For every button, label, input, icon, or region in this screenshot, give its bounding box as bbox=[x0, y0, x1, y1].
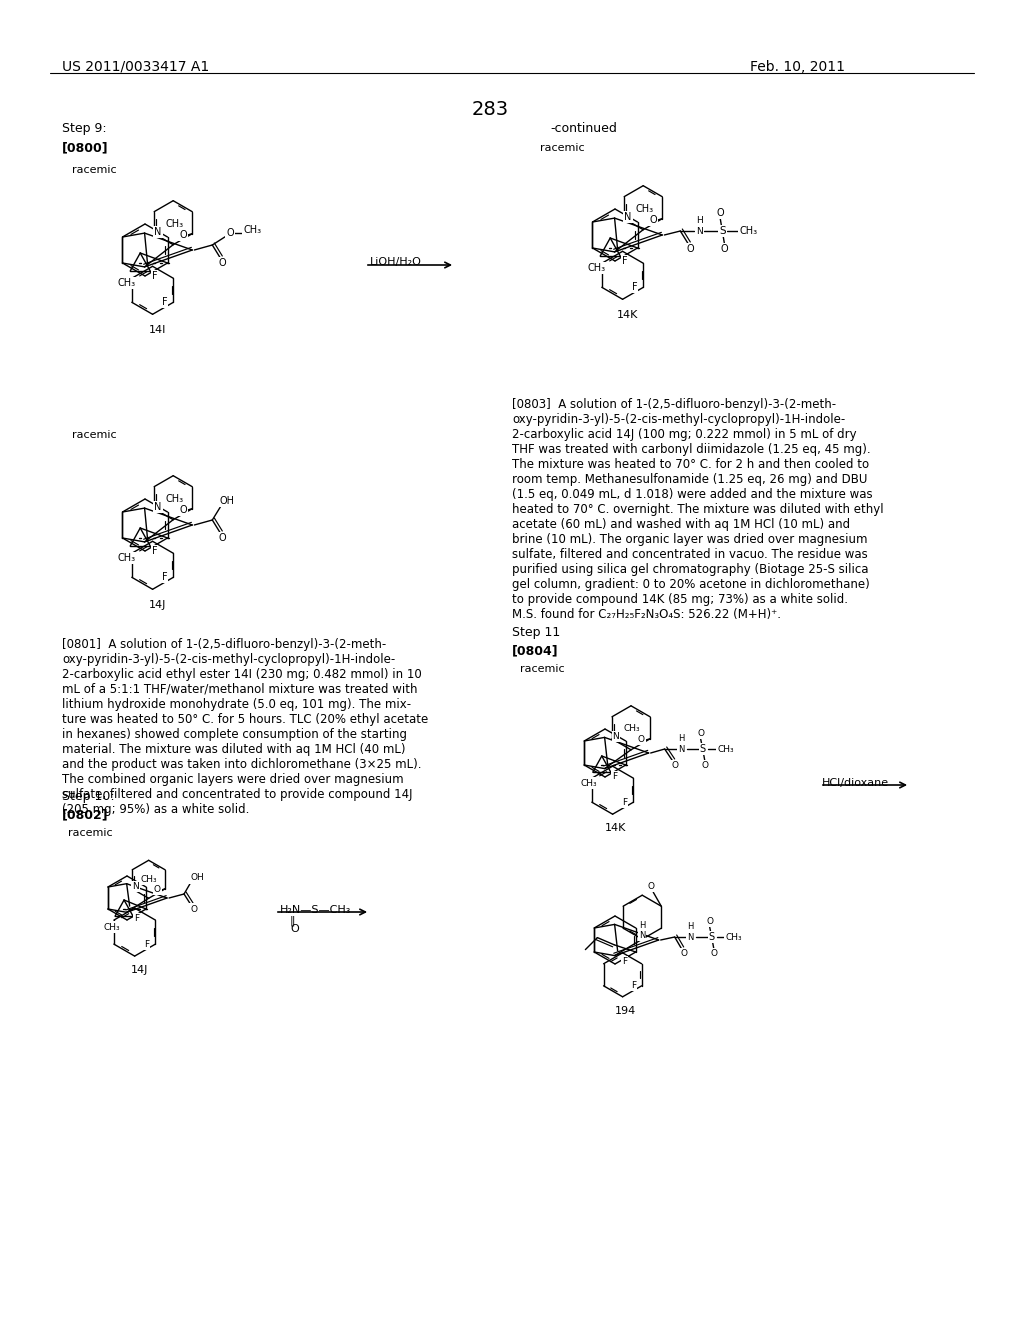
Text: CH₃: CH₃ bbox=[624, 725, 640, 734]
Text: F: F bbox=[612, 772, 617, 780]
Text: 14J: 14J bbox=[148, 601, 166, 610]
Text: F: F bbox=[162, 297, 167, 308]
Text: F: F bbox=[152, 546, 158, 556]
Text: F: F bbox=[622, 957, 627, 966]
Text: ‖: ‖ bbox=[290, 916, 296, 927]
Text: racemic: racemic bbox=[72, 165, 117, 176]
Text: CH₃: CH₃ bbox=[587, 263, 605, 273]
Text: racemic: racemic bbox=[520, 664, 564, 675]
Text: [0804]: [0804] bbox=[512, 644, 559, 657]
Text: N: N bbox=[132, 882, 138, 891]
Text: O: O bbox=[218, 533, 226, 543]
Text: O: O bbox=[671, 762, 678, 771]
Text: 14K: 14K bbox=[605, 824, 627, 833]
Text: O: O bbox=[226, 228, 234, 238]
Text: racemic: racemic bbox=[72, 430, 117, 440]
Text: H
N: H N bbox=[687, 923, 694, 941]
Text: O: O bbox=[707, 916, 713, 925]
Text: O: O bbox=[179, 504, 187, 515]
Text: CH₃: CH₃ bbox=[244, 224, 261, 235]
Text: [0801]  A solution of 1-(2,5-difluoro-benzyl)-3-(2-meth-
oxy-pyridin-3-yl)-5-(2-: [0801] A solution of 1-(2,5-difluoro-ben… bbox=[62, 638, 428, 816]
Text: CH₃: CH₃ bbox=[117, 279, 135, 288]
Text: F: F bbox=[152, 272, 158, 281]
Text: Step 10:: Step 10: bbox=[62, 789, 115, 803]
Text: O: O bbox=[721, 244, 728, 253]
Text: F: F bbox=[622, 256, 628, 267]
Text: O: O bbox=[290, 924, 299, 935]
Text: CH₃: CH₃ bbox=[635, 203, 653, 214]
Text: [0803]  A solution of 1-(2,5-difluoro-benzyl)-3-(2-meth-
oxy-pyridin-3-yl)-5-(2-: [0803] A solution of 1-(2,5-difluoro-ben… bbox=[512, 399, 884, 620]
Text: S: S bbox=[709, 932, 715, 942]
Text: O: O bbox=[717, 209, 724, 218]
Text: OH: OH bbox=[220, 496, 234, 506]
Text: CH₃: CH₃ bbox=[140, 875, 158, 884]
Text: Step 11: Step 11 bbox=[512, 626, 560, 639]
Text: LiOH/H₂O: LiOH/H₂O bbox=[370, 257, 422, 267]
Text: [0800]: [0800] bbox=[62, 141, 109, 154]
Text: O: O bbox=[697, 729, 705, 738]
Text: H
N: H N bbox=[696, 216, 702, 236]
Text: O: O bbox=[648, 882, 654, 891]
Text: CH₃: CH₃ bbox=[165, 494, 183, 504]
Text: F: F bbox=[143, 940, 150, 949]
Text: N: N bbox=[612, 733, 620, 742]
Text: Step 9:: Step 9: bbox=[62, 121, 106, 135]
Text: N: N bbox=[625, 211, 632, 222]
Text: 14K: 14K bbox=[616, 310, 638, 321]
Text: O: O bbox=[649, 215, 657, 224]
Text: US 2011/0033417 A1: US 2011/0033417 A1 bbox=[62, 59, 209, 74]
Text: F: F bbox=[134, 913, 139, 923]
Text: S: S bbox=[719, 226, 726, 236]
Text: racemic: racemic bbox=[68, 828, 113, 838]
Text: O: O bbox=[680, 949, 687, 958]
Text: O: O bbox=[711, 949, 717, 958]
Text: H
N: H N bbox=[639, 920, 645, 940]
Text: H
N: H N bbox=[679, 734, 685, 754]
Text: CH₃: CH₃ bbox=[718, 744, 734, 754]
Text: Feb. 10, 2011: Feb. 10, 2011 bbox=[750, 59, 845, 74]
Text: F: F bbox=[632, 282, 637, 292]
Text: -continued: -continued bbox=[550, 121, 616, 135]
Text: O: O bbox=[701, 762, 709, 771]
Text: H₂N—S—CH₃: H₂N—S—CH₃ bbox=[280, 906, 351, 915]
Text: CH₃: CH₃ bbox=[117, 553, 135, 564]
Text: S: S bbox=[699, 744, 706, 754]
Text: 14I: 14I bbox=[148, 325, 166, 335]
Text: O: O bbox=[154, 886, 161, 895]
Text: N: N bbox=[155, 502, 162, 512]
Text: racemic: racemic bbox=[540, 143, 585, 153]
Text: F: F bbox=[631, 981, 636, 990]
Text: CH₃: CH₃ bbox=[725, 932, 742, 941]
Text: O: O bbox=[179, 230, 187, 240]
Text: N: N bbox=[155, 227, 162, 236]
Text: F: F bbox=[622, 797, 627, 807]
Text: O: O bbox=[218, 257, 226, 268]
Text: [0802]: [0802] bbox=[62, 808, 109, 821]
Text: OH: OH bbox=[190, 874, 204, 883]
Text: CH₃: CH₃ bbox=[165, 219, 183, 228]
Text: O: O bbox=[190, 904, 198, 913]
Text: CH₃: CH₃ bbox=[581, 779, 597, 788]
Text: 283: 283 bbox=[471, 100, 509, 119]
Text: CH₃: CH₃ bbox=[739, 226, 758, 236]
Text: F: F bbox=[162, 573, 167, 582]
Text: CH₃: CH₃ bbox=[103, 923, 121, 932]
Text: O: O bbox=[638, 735, 644, 744]
Text: O: O bbox=[686, 244, 694, 253]
Text: 194: 194 bbox=[615, 1006, 636, 1016]
Text: 14J: 14J bbox=[131, 965, 148, 975]
Text: HCl/dioxane: HCl/dioxane bbox=[822, 777, 889, 788]
